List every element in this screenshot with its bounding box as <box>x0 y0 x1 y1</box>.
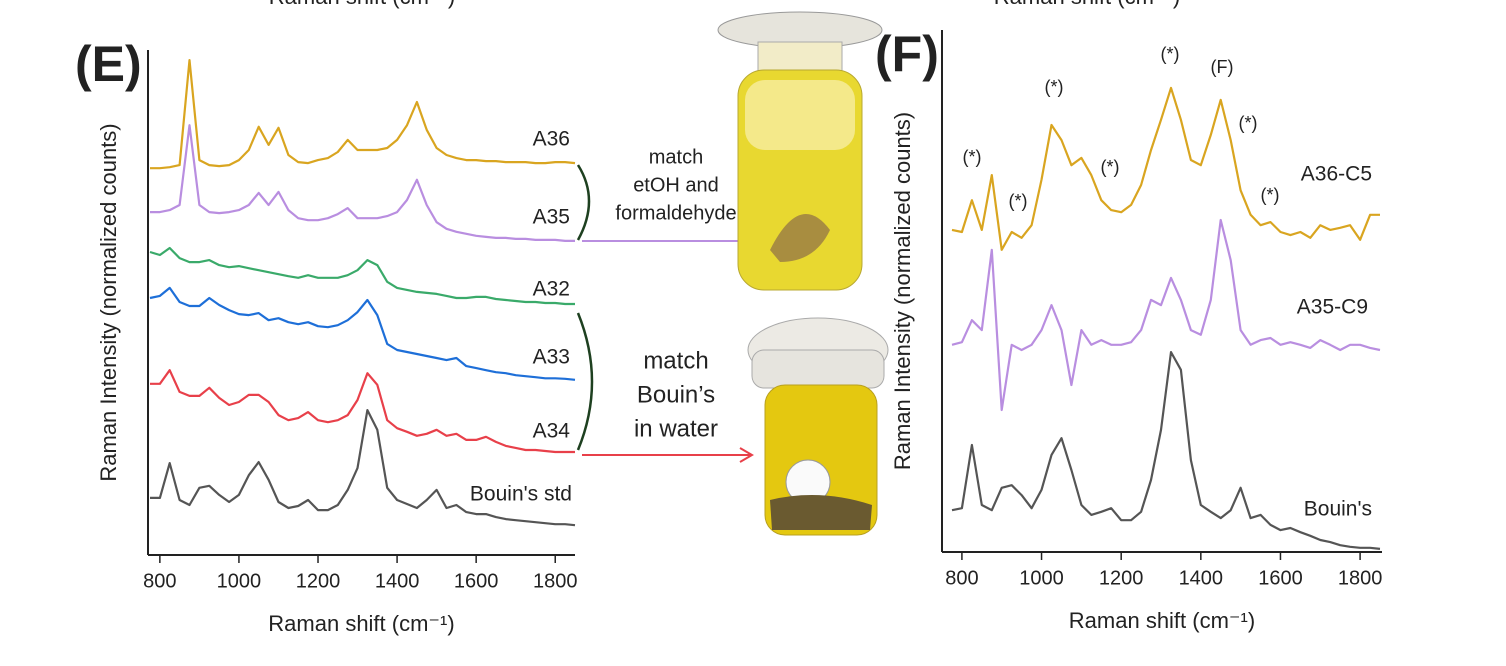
series-label: A32 <box>533 278 570 301</box>
x-tick-label: 1000 <box>217 570 262 592</box>
peak-annotation: (*) <box>1101 157 1120 177</box>
cropped-axis-title: Raman shift (cm⁻¹) <box>269 0 455 9</box>
match-note: Bouin’s <box>637 381 715 408</box>
peak-annotation: (F) <box>1211 57 1234 77</box>
peak-annotation: (*) <box>1261 185 1280 205</box>
jar-2 <box>747 317 889 536</box>
peak-annotation: (*) <box>963 147 982 167</box>
x-tick-label: 1400 <box>1179 567 1224 589</box>
spectrum <box>150 369 575 454</box>
series-label: A34 <box>533 420 571 443</box>
x-tick-label: 1800 <box>1338 567 1383 589</box>
panel-label: (F) <box>875 26 939 82</box>
y-axis-title: Raman Intensity (normalized counts) <box>96 123 121 481</box>
x-axis-title: Raman shift (cm⁻¹) <box>268 611 454 636</box>
bracket <box>576 164 591 241</box>
series-label: A33 <box>533 346 570 369</box>
spectrum <box>150 59 576 170</box>
x-tick-label: 1200 <box>1099 567 1144 589</box>
x-tick-label: 800 <box>143 570 176 592</box>
spectrum <box>150 409 576 527</box>
peak-annotation: (*) <box>1009 191 1028 211</box>
match-note: match <box>649 146 703 168</box>
spectrum <box>149 246 575 306</box>
spectrum <box>150 124 575 242</box>
peak-annotation: (*) <box>1239 113 1258 133</box>
x-tick-label: 1600 <box>1258 567 1303 589</box>
arrow-head <box>739 447 754 463</box>
x-axis-title: Raman shift (cm⁻¹) <box>1069 608 1255 633</box>
x-tick-label: 1400 <box>375 570 420 592</box>
series-label: A36 <box>533 128 570 151</box>
x-tick-label: 800 <box>945 567 978 589</box>
panel-label: (E) <box>75 36 142 92</box>
series-label: Bouin's <box>1304 498 1372 521</box>
y-axis-title: Raman Intensity (normalized counts) <box>890 112 915 470</box>
peak-annotation: (*) <box>1045 77 1064 97</box>
x-tick-label: 1800 <box>533 570 578 592</box>
series-label: Bouin's std <box>470 483 572 506</box>
match-note: in water <box>634 415 718 442</box>
series-label: A35 <box>533 206 570 229</box>
spectrum <box>951 351 1381 550</box>
x-tick-label: 1200 <box>296 570 341 592</box>
match-note: etOH and <box>633 174 719 196</box>
spectrum <box>149 286 576 381</box>
series-label: A36-C5 <box>1301 163 1372 186</box>
jar-1 <box>717 11 883 291</box>
x-tick-label: 1000 <box>1019 567 1064 589</box>
x-tick-label: 1600 <box>454 570 499 592</box>
match-note: match <box>643 347 708 374</box>
cropped-axis-title: Raman shift (cm⁻¹) <box>994 0 1180 9</box>
spectrum <box>951 218 1381 412</box>
spectrum <box>951 86 1380 251</box>
match-note: formaldehyde <box>615 202 736 224</box>
series-label: A35-C9 <box>1297 296 1368 319</box>
peak-annotation: (*) <box>1161 44 1180 64</box>
bracket <box>576 312 594 451</box>
